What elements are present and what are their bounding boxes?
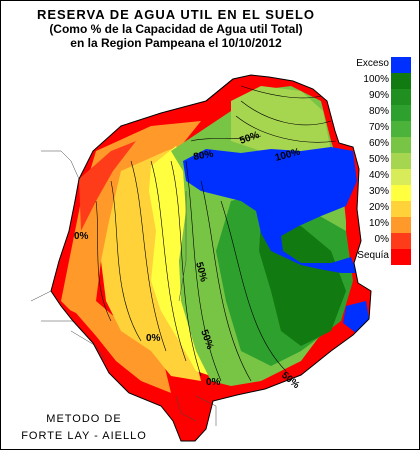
- contour-label-50-center: 50%: [193, 261, 209, 283]
- legend-swatch: [391, 57, 411, 73]
- legend-item: 90%: [331, 89, 419, 105]
- contour-labels: 0% 0% 0% 50% 50% 50% 80% 100% 50%: [74, 130, 302, 392]
- legend-label: 50%: [368, 154, 389, 165]
- contour-label-80: 80%: [193, 149, 215, 163]
- legend-swatch: [391, 121, 411, 137]
- legend: Exceso 100% 90% 80% 70% 60% 50% 40% 30% 20% 10% 0% S…: [331, 57, 419, 272]
- contour-lines: [95, 85, 337, 382]
- boundary: [175, 395, 197, 422]
- legend-label: 20%: [368, 202, 389, 213]
- legend-label: 80%: [368, 106, 389, 117]
- contour-label-0-west: 0%: [74, 231, 89, 242]
- legend-swatch: [391, 201, 411, 217]
- legend-item: 100%: [331, 73, 419, 89]
- legend-swatch: [391, 185, 411, 201]
- legend-swatch: [391, 233, 411, 249]
- title-line-1: RESERVA DE AGUA UTIL EN EL SUELO: [36, 7, 316, 22]
- contour-line: [235, 115, 337, 143]
- legend-swatch: [391, 137, 411, 153]
- title-line-3: en la Region Pampeana el 10/10/2012: [70, 36, 282, 50]
- legend-swatch: [391, 73, 411, 89]
- legend-swatch: [391, 153, 411, 169]
- legend-item: 80%: [331, 105, 419, 121]
- legend-label: 10%: [368, 218, 389, 229]
- legend-label: 90%: [368, 90, 389, 101]
- map-title: RESERVA DE AGUA UTIL EN EL SUELO (Como %…: [31, 7, 321, 50]
- legend-label: 70%: [368, 122, 389, 133]
- boundary: [70, 330, 107, 362]
- contour-line: [190, 135, 262, 142]
- contour-line: [110, 180, 142, 342]
- legend-item: 60%: [331, 137, 419, 153]
- legend-label: 100%: [363, 74, 389, 85]
- legend-item: 0%: [331, 233, 419, 249]
- contour-line: [95, 200, 112, 322]
- boundary: [30, 290, 52, 302]
- legend-item: 50%: [331, 153, 419, 169]
- province-boundaries: [30, 150, 217, 426]
- contour-line: [170, 160, 202, 377]
- contour-line: [130, 160, 167, 352]
- legend-swatch: [391, 217, 411, 233]
- legend-label: 40%: [368, 170, 389, 181]
- legend-item: 10%: [331, 217, 419, 233]
- drought-south: [61, 306, 213, 441]
- contour-label-0-south: 0%: [146, 333, 161, 344]
- legend-swatch: [391, 89, 411, 105]
- legend-item: Exceso: [331, 57, 419, 73]
- legend-swatch: [391, 249, 411, 265]
- coastline: [205, 78, 234, 102]
- region-outline: [50, 74, 372, 442]
- legend-label: 60%: [368, 138, 389, 149]
- zone-50-north: [231, 86, 331, 161]
- zone-30: [149, 146, 211, 376]
- contour-label-0-southeast: 0%: [206, 377, 221, 388]
- contour-line: [200, 180, 252, 382]
- legend-label: Sequía: [357, 250, 389, 261]
- contour-line: [185, 160, 222, 382]
- legend-swatch: [391, 169, 411, 185]
- legend-item: 70%: [331, 121, 419, 137]
- legend-label: Exceso: [356, 58, 389, 69]
- legend-swatch: [391, 105, 411, 121]
- method-line-1: METODO DE: [46, 413, 122, 425]
- title-line-2: (Como % de la Capacidad de Agua util Tot…: [49, 22, 303, 36]
- legend-item: 40%: [331, 169, 419, 185]
- boundary: [178, 191, 187, 302]
- legend-item: 20%: [331, 201, 419, 217]
- excess-zone-main: [183, 147, 357, 273]
- zone-0: [79, 141, 136, 231]
- contour-line: [240, 85, 322, 99]
- boundary: [195, 395, 217, 426]
- legend-label: 30%: [368, 186, 389, 197]
- method-line-2: FORTE LAY - AIELLO: [21, 430, 147, 442]
- contour-line: [150, 160, 187, 362]
- boundary: [41, 150, 80, 180]
- method-note: METODO DE FORTE LAY - AIELLO: [9, 411, 159, 445]
- legend-item: Sequía: [331, 249, 419, 265]
- contour-line: [220, 200, 287, 372]
- contour-line: [240, 100, 332, 126]
- legend-item: 30%: [331, 185, 419, 201]
- legend-label: 0%: [374, 234, 389, 245]
